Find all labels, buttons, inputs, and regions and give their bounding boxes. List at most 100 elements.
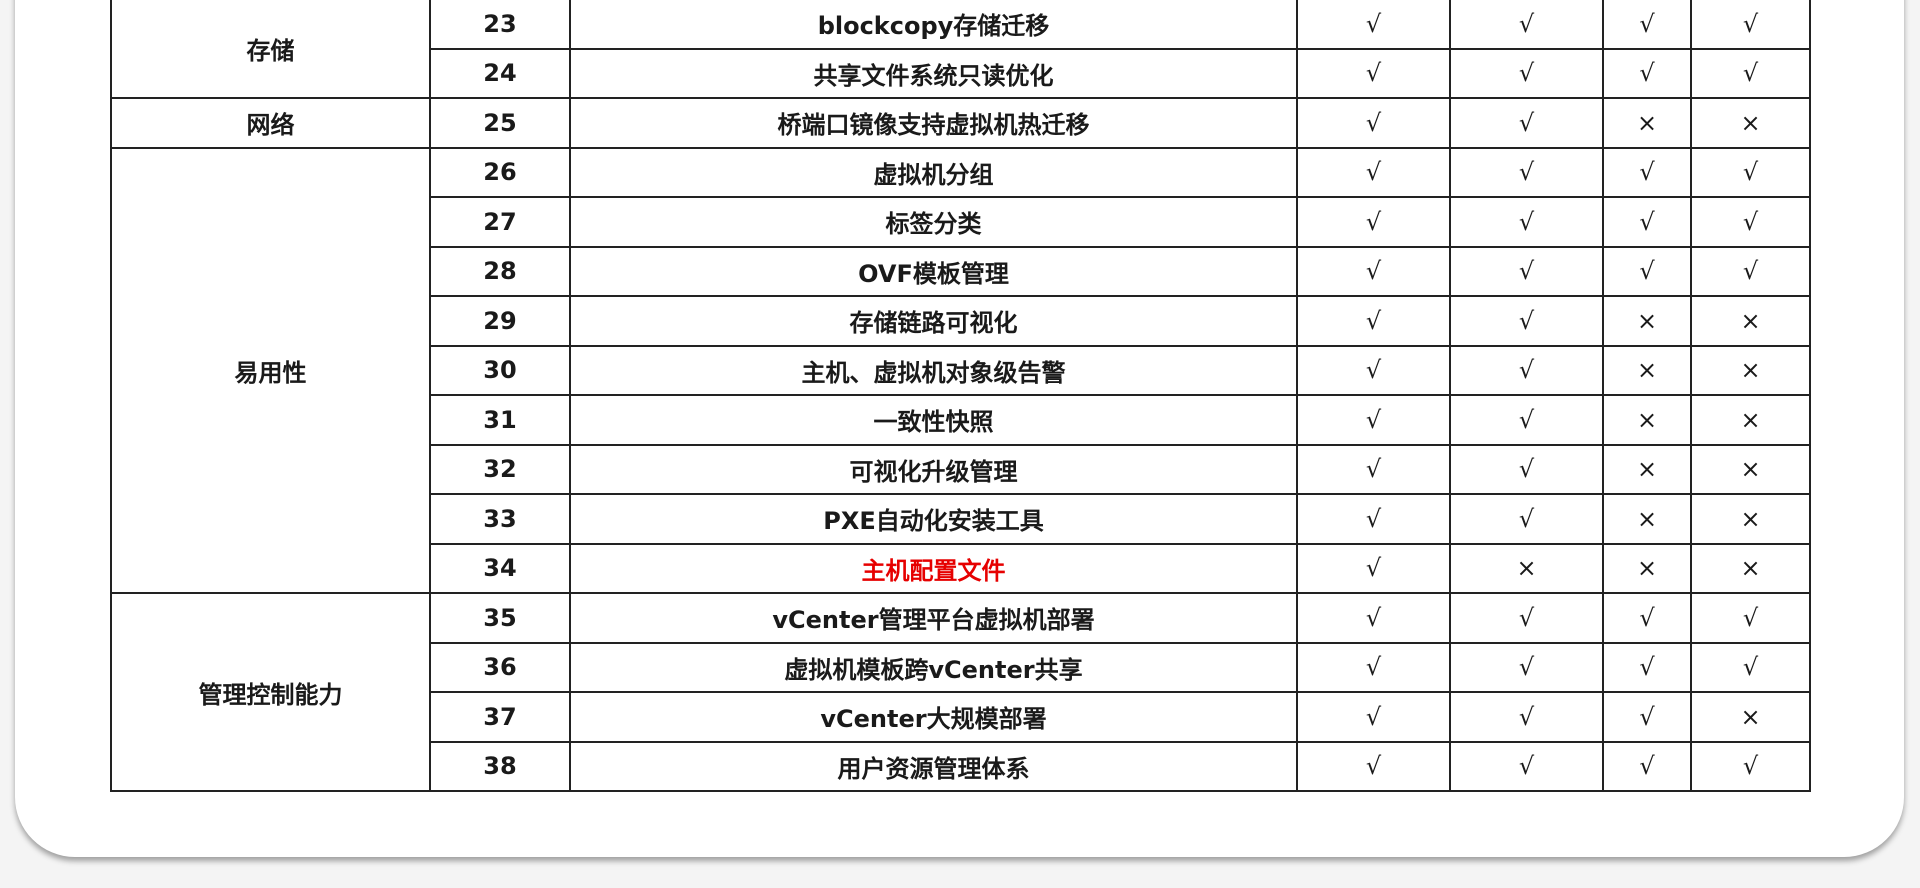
- cross-mark: ×: [1602, 443, 1692, 495]
- cross-mark: ×: [1690, 493, 1811, 545]
- check-mark: √: [1449, 47, 1604, 99]
- row-number: 30: [429, 344, 571, 396]
- check-mark: √: [1296, 344, 1451, 396]
- table-row: 34 主机配置文件 √ × × ×: [111, 542, 1811, 594]
- category-cell: 易用性: [110, 146, 431, 594]
- check-mark: √: [1449, 344, 1604, 396]
- check-mark: √: [1296, 493, 1451, 545]
- check-mark: √: [1690, 196, 1811, 248]
- row-number: 24: [429, 47, 571, 99]
- check-mark: √: [1449, 493, 1604, 545]
- feature-name: 虚拟机模板跨vCenter共享: [569, 641, 1298, 693]
- table-row: 27 标签分类 √ √ √ √: [111, 196, 1811, 248]
- check-mark: √: [1690, 146, 1811, 198]
- feature-name: OVF模板管理: [569, 245, 1298, 297]
- check-mark: √: [1296, 542, 1451, 594]
- check-mark: √: [1449, 641, 1604, 693]
- row-number: 28: [429, 245, 571, 297]
- check-mark: √: [1602, 592, 1692, 644]
- feature-name: 可视化升级管理: [569, 443, 1298, 495]
- check-mark: √: [1690, 245, 1811, 297]
- check-mark: √: [1296, 394, 1451, 446]
- cross-mark: ×: [1602, 295, 1692, 347]
- check-mark: √: [1296, 443, 1451, 495]
- cross-mark: ×: [1602, 493, 1692, 545]
- check-mark: √: [1296, 691, 1451, 743]
- check-mark: √: [1449, 592, 1604, 644]
- table-row: 33 PXE自动化安装工具 √ √ × ×: [111, 493, 1811, 545]
- row-number: 34: [429, 542, 571, 594]
- check-mark: √: [1690, 47, 1811, 99]
- cross-mark: ×: [1690, 97, 1811, 149]
- check-mark: √: [1449, 245, 1604, 297]
- check-mark: √: [1602, 245, 1692, 297]
- check-mark: √: [1690, 0, 1811, 50]
- check-mark: √: [1296, 196, 1451, 248]
- feature-name: blockcopy存储迁移: [569, 0, 1298, 50]
- row-number: 37: [429, 691, 571, 743]
- table-row: 24 共享文件系统只读优化 √ √ √ √: [111, 47, 1811, 99]
- check-mark: √: [1449, 740, 1604, 792]
- table-row: 36 虚拟机模板跨vCenter共享 √ √ √ √: [111, 641, 1811, 693]
- row-number: 36: [429, 641, 571, 693]
- cross-mark: ×: [1602, 542, 1692, 594]
- check-mark: √: [1296, 146, 1451, 198]
- table-row: 存储 23 blockcopy存储迁移 √ √ √ √: [110, 0, 1811, 99]
- feature-name: 标签分类: [569, 196, 1298, 248]
- cross-mark: ×: [1690, 295, 1811, 347]
- feature-name: 共享文件系统只读优化: [569, 47, 1298, 99]
- feature-name: 存储链路可视化: [569, 295, 1298, 347]
- check-mark: √: [1602, 0, 1692, 50]
- row-number: 23: [429, 0, 571, 50]
- table-row: 网络 25 桥端口镜像支持虚拟机热迁移 √ √ × ×: [110, 97, 1811, 149]
- row-number: 33: [429, 493, 571, 545]
- cross-mark: ×: [1449, 542, 1604, 594]
- check-mark: √: [1296, 740, 1451, 792]
- row-number: 35: [429, 592, 571, 644]
- check-mark: √: [1296, 245, 1451, 297]
- feature-name: 主机配置文件: [569, 542, 1298, 594]
- row-number: 38: [429, 740, 571, 792]
- feature-name: 主机、虚拟机对象级告警: [569, 344, 1298, 396]
- check-mark: √: [1690, 592, 1811, 644]
- feature-name: 用户资源管理体系: [569, 740, 1298, 792]
- check-mark: √: [1449, 443, 1604, 495]
- row-number: 31: [429, 394, 571, 446]
- cross-mark: ×: [1602, 344, 1692, 396]
- feature-name: 桥端口镜像支持虚拟机热迁移: [569, 97, 1298, 149]
- check-mark: √: [1449, 196, 1604, 248]
- table-row: 管理控制能力 35 vCenter管理平台虚拟机部署 √ √ √ √: [110, 592, 1811, 792]
- feature-name: 虚拟机分组: [569, 146, 1298, 198]
- check-mark: √: [1296, 97, 1451, 149]
- row-number: 25: [429, 97, 571, 149]
- category-cell: 网络: [110, 97, 431, 149]
- row-number: 27: [429, 196, 571, 248]
- cross-mark: ×: [1690, 443, 1811, 495]
- table-row: 30 主机、虚拟机对象级告警 √ √ × ×: [111, 344, 1811, 396]
- check-mark: √: [1449, 394, 1604, 446]
- row-number: 26: [429, 146, 571, 198]
- check-mark: √: [1602, 691, 1692, 743]
- feature-name: PXE自动化安装工具: [569, 493, 1298, 545]
- check-mark: √: [1602, 146, 1692, 198]
- table-row: 28 OVF模板管理 √ √ √ √: [111, 245, 1811, 297]
- check-mark: √: [1296, 295, 1451, 347]
- feature-comparison-table: 存储 23 blockcopy存储迁移 √ √ √ √ 24 共享文件系统只读优化 √ √ √ √ 网络 2…: [110, 0, 1811, 792]
- check-mark: √: [1602, 641, 1692, 693]
- check-mark: √: [1449, 146, 1604, 198]
- cross-mark: ×: [1602, 97, 1692, 149]
- check-mark: √: [1296, 47, 1451, 99]
- table-row: 31 一致性快照 √ √ × ×: [111, 394, 1811, 446]
- check-mark: √: [1690, 641, 1811, 693]
- table-row: 38 用户资源管理体系 √ √ √ √: [111, 740, 1811, 792]
- category-cell: 管理控制能力: [110, 592, 431, 792]
- check-mark: √: [1296, 592, 1451, 644]
- table-row: 37 vCenter大规模部署 √ √ √ ×: [111, 691, 1811, 743]
- check-mark: √: [1296, 0, 1451, 50]
- category-cell: 存储: [110, 0, 431, 99]
- check-mark: √: [1690, 740, 1811, 792]
- check-mark: √: [1296, 641, 1451, 693]
- check-mark: √: [1449, 97, 1604, 149]
- table-row: 32 可视化升级管理 √ √ × ×: [111, 443, 1811, 495]
- feature-name: vCenter大规模部署: [569, 691, 1298, 743]
